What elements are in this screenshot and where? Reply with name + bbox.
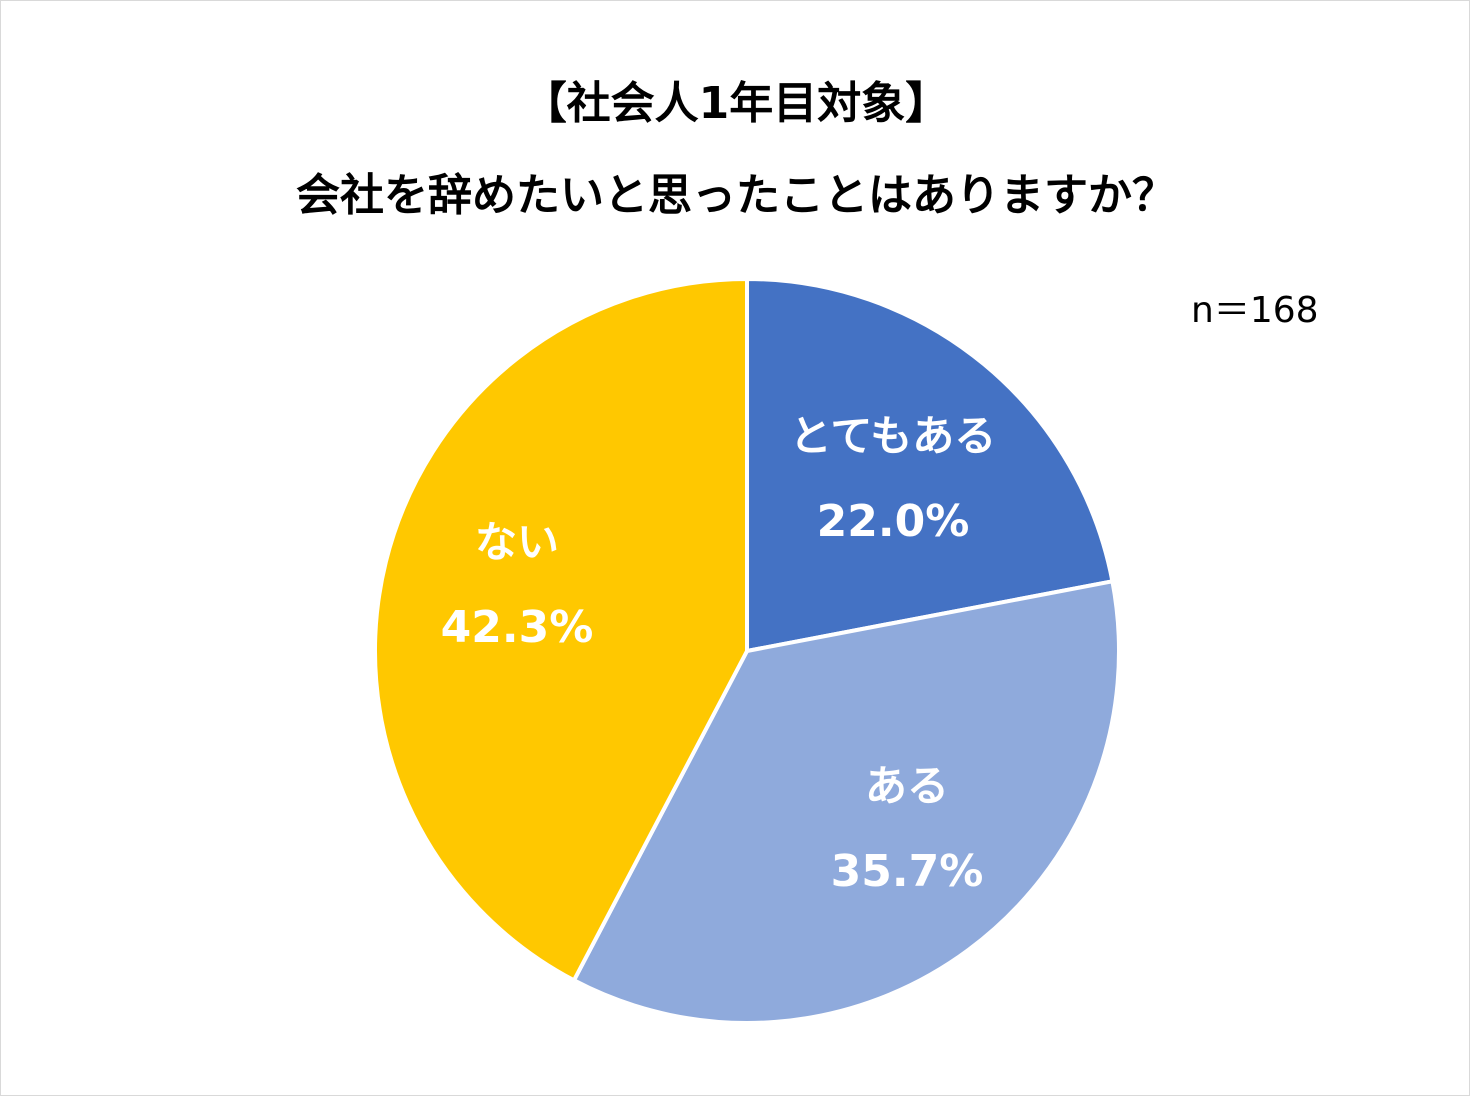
slice-label-totemo-aru: とてもある [790,412,997,461]
slice-label-nai: ない [475,518,559,567]
pie-slice-aru [571,579,1121,1025]
slice-value-totemo-aru: 22.0% [817,496,970,547]
pie-slice-totemo-aru [745,277,1115,653]
slice-value-aru: 35.7% [831,846,984,897]
slice-label-aru: ある [865,762,949,811]
pie-slices [373,277,1121,1025]
pie-labels: とてもある 22.0% ある 35.7% ない 42.3% [441,412,997,898]
chart-subtitle: 会社を辞めたいと思ったことはありますか？ [296,170,1176,221]
chart-title: 【社会人1年目対象】 [522,78,950,129]
slice-value-nai: 42.3% [441,602,594,653]
pie-slice-nai [373,277,749,983]
sample-size-note: n＝168 [1191,290,1319,331]
